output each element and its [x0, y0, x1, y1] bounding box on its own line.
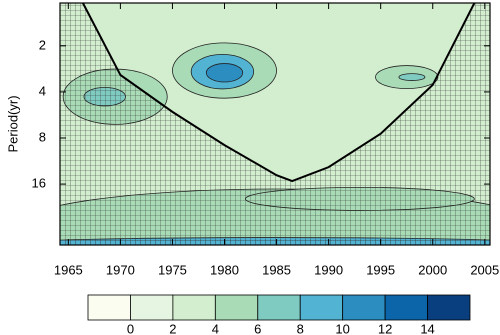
x-tick-label: 2005 — [470, 262, 499, 277]
y-tick-label: 4 — [39, 83, 46, 98]
colorbar-label: 4 — [212, 321, 219, 335]
x-tick-label: 1965 — [54, 262, 83, 277]
coi-line — [82, 3, 476, 183]
colorbar-box — [257, 294, 301, 321]
colorbar-label: 2 — [169, 321, 176, 335]
colorbar-label: 8 — [297, 321, 304, 335]
y-tick-label: 8 — [39, 129, 46, 144]
x-tick-label: 1990 — [314, 262, 343, 277]
x-tick-label: 1980 — [210, 262, 239, 277]
coi-hatch — [60, 3, 490, 245]
colorbar-box — [384, 294, 428, 321]
colorbar-label: 0 — [127, 321, 134, 335]
colorbar-label: 10 — [335, 321, 349, 335]
contour-region — [398, 73, 426, 81]
y-axis-label: Period(yr) — [5, 95, 20, 152]
colorbar-box — [214, 294, 259, 321]
colorbar-box — [130, 294, 174, 321]
colorbar-box — [342, 294, 386, 321]
contour-region — [205, 63, 244, 83]
x-tick-label: 2000 — [418, 262, 447, 277]
colorbar-box — [87, 294, 131, 321]
x-tick-label: 1995 — [366, 262, 395, 277]
x-tick-label: 1985 — [262, 262, 291, 277]
y-tick-label: 2 — [39, 37, 46, 52]
plot-frame — [59, 2, 491, 246]
x-tick-label: 1975 — [158, 262, 187, 277]
colorbar-box — [172, 294, 216, 321]
colorbar-box — [299, 294, 344, 321]
colorbar-label: 12 — [378, 321, 392, 335]
colorbar-label: 6 — [254, 321, 261, 335]
colorbar-label: 14 — [420, 321, 434, 335]
y-tick-label: 16 — [32, 176, 46, 191]
bottom-band — [60, 239, 490, 245]
x-tick-label: 1970 — [106, 262, 135, 277]
colorbar-box — [427, 294, 471, 321]
plot-area — [60, 3, 490, 245]
